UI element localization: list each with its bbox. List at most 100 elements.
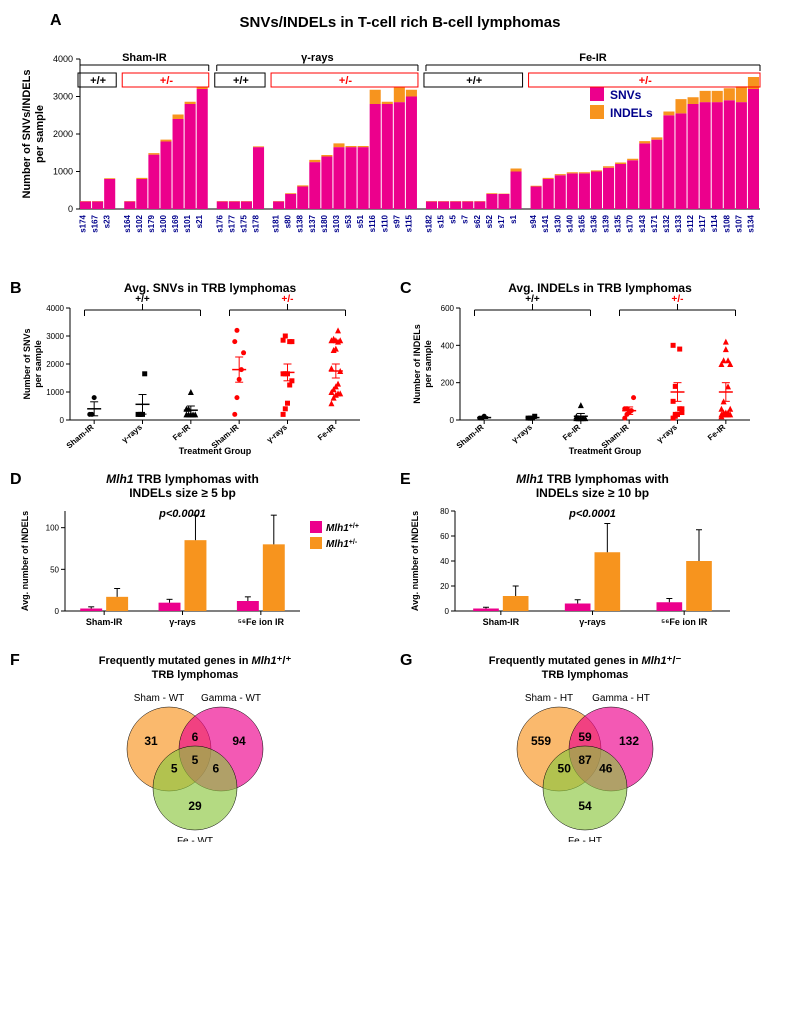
svg-text:59: 59 <box>578 730 592 744</box>
svg-text:s181: s181 <box>272 214 281 232</box>
svg-text:0: 0 <box>445 607 450 616</box>
svg-text:Sham-IR: Sham-IR <box>86 617 123 627</box>
svg-text:per sample: per sample <box>423 340 433 388</box>
svg-text:Sham-IR: Sham-IR <box>483 617 520 627</box>
svg-text:s17: s17 <box>497 214 506 228</box>
svg-text:s115: s115 <box>404 214 413 232</box>
svg-text:s51: s51 <box>356 214 365 228</box>
svg-text:Mlh1 TRB lymphomas with: Mlh1 TRB lymphomas with <box>106 472 259 486</box>
svg-text:s176: s176 <box>215 214 224 232</box>
svg-text:1000: 1000 <box>46 388 64 397</box>
svg-text:+/+: +/+ <box>466 75 482 87</box>
svg-text:40: 40 <box>440 557 449 566</box>
svg-text:Sham-IR: Sham-IR <box>65 422 96 450</box>
svg-text:s116: s116 <box>368 214 377 232</box>
panel-C-label: C <box>400 280 412 298</box>
svg-text:60: 60 <box>440 532 449 541</box>
svg-text:s180: s180 <box>320 214 329 232</box>
svg-text:Avg. number of INDELs: Avg. number of INDELs <box>410 511 420 611</box>
panel-D-label: D <box>10 471 22 489</box>
svg-text:6: 6 <box>192 730 199 744</box>
svg-text:+/+: +/+ <box>233 75 249 87</box>
svg-text:400: 400 <box>441 341 455 350</box>
panel-C-chart: Avg. INDELs in TRB lymphomas0200400600Nu… <box>400 280 770 460</box>
svg-text:+/-: +/- <box>339 75 352 87</box>
svg-text:s164: s164 <box>123 214 132 232</box>
svg-text:Mlh1+/+: Mlh1+/+ <box>326 523 359 535</box>
svg-text:s138: s138 <box>296 214 305 232</box>
svg-text:INDELs size ≥ 10 bp: INDELs size ≥ 10 bp <box>536 486 649 500</box>
svg-text:0: 0 <box>450 416 455 425</box>
svg-text:Frequently mutated genes in Ml: Frequently mutated genes in Mlh1⁺/⁺ <box>99 655 292 667</box>
svg-text:Sham - WT: Sham - WT <box>134 693 185 704</box>
svg-text:4000: 4000 <box>46 304 64 313</box>
svg-text:INDELs: INDELs <box>610 106 653 120</box>
svg-text:s103: s103 <box>332 214 341 232</box>
svg-text:⁵⁶Fe ion IR: ⁵⁶Fe ion IR <box>661 617 708 627</box>
svg-text:Mlh1 TRB lymphomas with: Mlh1 TRB lymphomas with <box>516 472 669 486</box>
svg-text:γ-rays: γ-rays <box>510 422 534 444</box>
svg-text:s101: s101 <box>183 214 192 232</box>
svg-text:80: 80 <box>440 507 449 516</box>
svg-text:s143: s143 <box>638 214 647 232</box>
svg-text:Mlh1+/-: Mlh1+/- <box>326 539 358 551</box>
svg-text:Avg. INDELs in TRB lymphomas: Avg. INDELs in TRB lymphomas <box>508 281 692 295</box>
panel-E-label: E <box>400 471 411 489</box>
svg-text:γ-rays: γ-rays <box>301 52 333 64</box>
svg-text:s135: s135 <box>614 214 623 232</box>
svg-text:54: 54 <box>578 799 592 813</box>
svg-text:s174: s174 <box>79 214 88 232</box>
svg-text:46: 46 <box>599 761 613 775</box>
svg-text:2000: 2000 <box>46 360 64 369</box>
svg-text:Avg. SNVs in TRB lymphomas: Avg. SNVs in TRB lymphomas <box>124 281 297 295</box>
svg-text:s80: s80 <box>284 214 293 228</box>
svg-text:Avg. number of INDELs: Avg. number of INDELs <box>20 511 30 611</box>
svg-text:s177: s177 <box>227 214 236 232</box>
svg-text:s117: s117 <box>698 214 707 232</box>
svg-text:s7: s7 <box>461 214 470 223</box>
svg-text:s102: s102 <box>135 214 144 232</box>
svg-text:per sample: per sample <box>34 105 46 163</box>
svg-text:s21: s21 <box>195 214 204 228</box>
svg-text:p<0.0001: p<0.0001 <box>568 508 616 520</box>
svg-text:Sham-IR: Sham-IR <box>122 52 167 64</box>
svg-text:+/+: +/+ <box>525 294 540 305</box>
svg-text:20: 20 <box>440 582 449 591</box>
svg-text:+/-: +/- <box>672 294 684 305</box>
panel-A-chart: 01000200030004000Number of SNVs/INDELspe… <box>10 39 770 269</box>
svg-text:s140: s140 <box>565 214 574 232</box>
panel-F-venn: Frequently mutated genes in Mlh1⁺/⁺ TRB … <box>10 652 380 842</box>
svg-text:+/-: +/- <box>282 294 294 305</box>
panel-G-venn: Frequently mutated genes in Mlh1⁺/⁻ TRB … <box>400 652 770 842</box>
svg-text:3000: 3000 <box>46 332 64 341</box>
svg-text:5: 5 <box>171 761 178 775</box>
svg-text:s62: s62 <box>473 214 482 228</box>
svg-text:s179: s179 <box>147 214 156 232</box>
svg-text:s169: s169 <box>171 214 180 232</box>
svg-text:Fe-IR: Fe-IR <box>171 422 192 442</box>
svg-text:s133: s133 <box>674 214 683 232</box>
svg-text:1000: 1000 <box>53 167 73 177</box>
svg-text:SNVs: SNVs <box>610 88 642 102</box>
svg-text:94: 94 <box>232 734 246 748</box>
svg-text:0: 0 <box>55 607 60 616</box>
svg-text:87: 87 <box>578 753 592 767</box>
svg-text:31: 31 <box>144 734 158 748</box>
svg-text:50: 50 <box>558 761 572 775</box>
svg-text:s165: s165 <box>577 214 586 232</box>
svg-text:s100: s100 <box>159 214 168 232</box>
svg-text:s114: s114 <box>710 214 719 232</box>
svg-text:s139: s139 <box>602 214 611 232</box>
svg-text:Sham-IR: Sham-IR <box>455 422 486 450</box>
panel-B-label: B <box>10 280 22 298</box>
svg-text:5: 5 <box>192 753 199 767</box>
svg-text:2000: 2000 <box>53 129 73 139</box>
svg-text:s132: s132 <box>662 214 671 232</box>
svg-text:s141: s141 <box>541 214 550 232</box>
panel-B-chart: Avg. SNVs in TRB lymphomas01000200030004… <box>10 280 380 460</box>
svg-text:50: 50 <box>50 565 59 574</box>
svg-text:Fe-IR: Fe-IR <box>561 422 582 442</box>
svg-text:INDELs size ≥ 5 bp: INDELs size ≥ 5 bp <box>129 486 236 500</box>
svg-text:s175: s175 <box>239 214 248 232</box>
svg-text:Fe - WT: Fe - WT <box>177 836 213 842</box>
